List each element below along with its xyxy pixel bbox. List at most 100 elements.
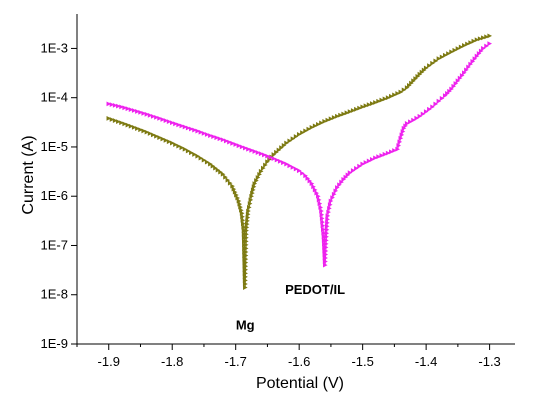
data-point: [210, 163, 216, 169]
data-point: [231, 186, 237, 192]
data-point: [379, 97, 385, 103]
data-point: [417, 113, 423, 119]
data-point: [215, 167, 221, 173]
data-point: [323, 259, 328, 264]
data-point: [347, 109, 353, 115]
data-point: [324, 230, 330, 236]
data-point: [484, 43, 489, 49]
data-point: [322, 119, 327, 124]
data-point: [122, 105, 128, 111]
data-point: [404, 121, 410, 126]
data-point: [244, 235, 249, 241]
data-point: [220, 137, 226, 143]
data-point: [323, 245, 329, 250]
data-point: [323, 255, 328, 261]
data-point: [468, 40, 473, 45]
data-point: [300, 170, 305, 176]
data-point: [116, 103, 121, 109]
data-point: [201, 130, 207, 136]
data-point: [265, 153, 270, 159]
data-point: [281, 142, 287, 148]
data-point: [401, 125, 407, 131]
data-point: [201, 157, 207, 163]
data-point: [263, 162, 268, 168]
data-point: [234, 192, 239, 198]
data-point: [385, 95, 391, 101]
data-point: [125, 122, 131, 128]
data-point: [163, 137, 169, 143]
series-layer: [106, 33, 493, 290]
data-point: [243, 246, 249, 251]
data-point: [163, 118, 169, 123]
y-tick-label: 1E-8: [41, 287, 68, 302]
data-point: [217, 136, 223, 142]
annotation-label: PEDOT/IL: [285, 282, 345, 297]
annotation-label: Mg: [236, 317, 255, 332]
series-line: [108, 43, 490, 266]
data-point: [160, 117, 166, 122]
data-point: [195, 128, 201, 134]
data-point: [306, 126, 312, 132]
data-point: [271, 152, 277, 157]
data-point: [240, 217, 246, 223]
data-point: [189, 150, 194, 156]
data-point: [138, 127, 143, 133]
data-point: [389, 149, 394, 155]
data-point: [225, 177, 231, 183]
data-point: [204, 159, 210, 165]
data-point: [379, 153, 385, 158]
data-point: [150, 132, 156, 138]
data-point: [436, 56, 442, 62]
data-point: [300, 130, 305, 136]
data-point: [392, 148, 397, 153]
data-point: [170, 140, 175, 146]
data-point: [244, 238, 249, 244]
data-point: [360, 104, 366, 110]
data-point: [246, 146, 251, 152]
data-point: [396, 143, 402, 148]
data-point: [261, 165, 266, 171]
data-point: [293, 166, 299, 172]
data-point: [484, 34, 489, 40]
data-point: [173, 121, 178, 127]
x-tick-label: -1.9: [98, 354, 120, 369]
data-point: [373, 100, 378, 105]
data-point: [185, 148, 191, 154]
data-point: [157, 115, 162, 121]
data-point: [290, 164, 296, 170]
data-point: [236, 143, 242, 149]
data-point: [354, 165, 359, 171]
data-point: [179, 145, 185, 151]
data-point: [357, 163, 362, 169]
data-point: [366, 102, 372, 108]
data-point: [337, 182, 342, 188]
data-point: [131, 108, 137, 113]
data-point: [376, 154, 381, 160]
data-point: [293, 134, 299, 139]
data-point: [214, 135, 220, 141]
data-point: [311, 184, 316, 190]
data-point: [439, 54, 445, 60]
x-tick-label: -1.6: [288, 354, 310, 369]
data-point: [109, 117, 115, 122]
data-point: [239, 210, 245, 216]
data-point: [324, 223, 330, 229]
data-point: [290, 136, 296, 142]
data-point: [439, 96, 445, 101]
data-point: [395, 91, 400, 96]
data-point: [119, 104, 124, 110]
data-point: [472, 56, 478, 62]
data-point: [265, 159, 270, 165]
data-point: [327, 202, 333, 208]
data-point: [268, 154, 274, 160]
data-point: [341, 111, 347, 117]
data-point: [220, 171, 226, 177]
data-point: [160, 136, 166, 142]
data-point: [150, 113, 156, 119]
data-point: [204, 132, 210, 137]
data-point: [327, 206, 332, 211]
data-point: [305, 175, 311, 181]
y-tick-label: 1E-4: [41, 90, 68, 105]
data-point: [320, 223, 326, 229]
